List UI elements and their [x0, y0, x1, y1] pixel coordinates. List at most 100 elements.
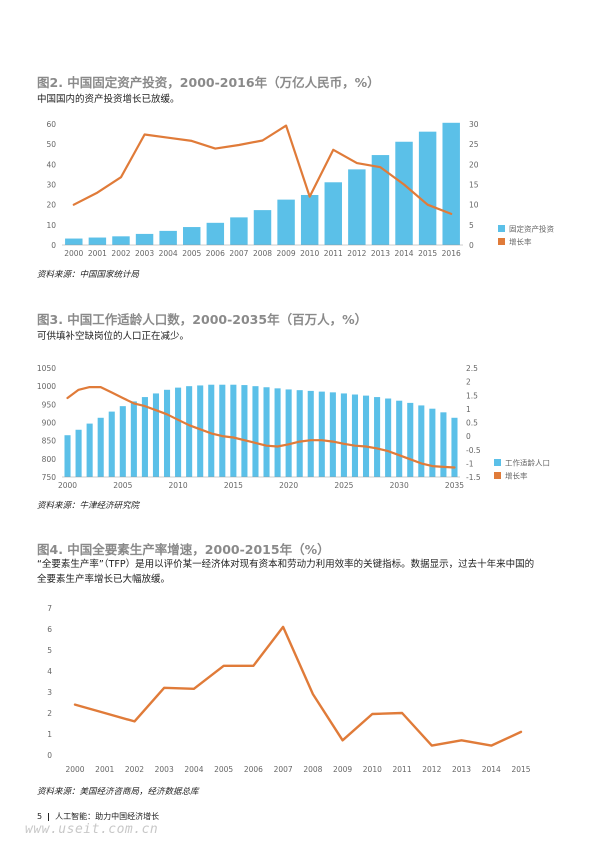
bar — [112, 236, 130, 245]
legend-swatch-line — [498, 238, 505, 245]
chart4-subtitle-line1: “全要素生产率”（TFP）是用以评价某一经济体对现有资本和劳动力利用效率的关键指… — [37, 559, 535, 570]
bar — [418, 131, 437, 245]
y-right-tick-label: 0 — [469, 241, 474, 250]
chart3-source: 资料来源：牛津经济研究院 — [37, 501, 140, 511]
x-tick-label: 2013 — [371, 249, 390, 258]
y-right-tick-label: 2.5 — [466, 364, 478, 373]
y-left-tick-label: 750 — [42, 473, 57, 482]
bar — [442, 122, 460, 245]
y-right-tick-label: 2 — [466, 378, 471, 387]
x-tick-label: 2002 — [111, 249, 130, 258]
y-left-tick-label: 900 — [42, 419, 57, 428]
bar — [371, 155, 390, 245]
bar — [296, 390, 303, 477]
chart3-title: 图3. 中国工作适龄人口数，2000-2035年（百万人，%） — [37, 312, 368, 327]
x-tick-label: 2001 — [88, 249, 107, 258]
x-tick-label: 2030 — [390, 481, 409, 490]
bar — [274, 388, 281, 477]
x-tick-label: 2020 — [279, 481, 298, 490]
page-footer: 5 人工智能：助力中国经济增长 — [37, 811, 159, 822]
bar — [230, 384, 237, 477]
x-tick-label: 2006 — [244, 765, 263, 774]
growth-rate-line — [66, 385, 456, 469]
x-tick-label: 2010 — [363, 765, 382, 774]
x-tick-label: 2000 — [58, 481, 77, 490]
bar — [163, 389, 171, 477]
y-tick-label: 5 — [47, 646, 52, 655]
x-tick-label: 2012 — [347, 249, 366, 258]
y-left-tick-label: 50 — [46, 140, 56, 149]
x-tick-label: 2014 — [482, 765, 501, 774]
bar — [135, 233, 154, 245]
bar — [300, 194, 319, 245]
bar — [186, 386, 193, 477]
y-left-tick-label: 850 — [42, 437, 57, 446]
x-tick-label: 2008 — [253, 249, 272, 258]
legend-label-line: 增长率 — [509, 237, 532, 247]
growth-rate-line — [72, 124, 453, 216]
bar — [329, 392, 336, 477]
legend-swatch-bars — [494, 459, 501, 466]
chart2-title: 图2. 中国固定资产投资，2000-2016年（万亿人民币，%） — [37, 75, 380, 90]
bar — [97, 417, 104, 477]
bar — [418, 405, 425, 477]
footer-divider — [48, 812, 50, 821]
bar — [206, 222, 225, 245]
bar — [407, 402, 414, 477]
y-right-tick-label: 5 — [469, 221, 474, 230]
x-tick-label: 2013 — [452, 765, 471, 774]
x-tick-label: 2015 — [418, 249, 437, 258]
bar — [108, 411, 115, 477]
bar — [252, 386, 259, 477]
y-right-tick-label: -0.5 — [466, 446, 481, 455]
bar — [277, 199, 295, 245]
footer-title: 人工智能：助力中国经济增长 — [55, 812, 160, 821]
x-tick-label: 2007 — [274, 765, 293, 774]
y-left-tick-label: 40 — [46, 160, 56, 169]
x-tick-label: 2011 — [393, 765, 412, 774]
chart2-source: 资料来源：中国国家统计局 — [37, 270, 140, 280]
y-right-tick-label: 0.5 — [466, 419, 478, 428]
chart3-plot: 750 800 850 900 950 1000 1050 -1.5 -1 -0.5 0 0.5 1 1.… — [37, 364, 550, 490]
bar — [451, 417, 458, 477]
x-tick-label: 2004 — [159, 249, 178, 258]
chart4-title: 图4. 中国全要素生产率增速，2000-2015年（%） — [37, 542, 330, 557]
y-left-tick-label: 950 — [42, 400, 57, 409]
y-right-tick-label: 0 — [466, 432, 471, 441]
bar — [324, 182, 342, 245]
y-left-tick-label: 1050 — [37, 364, 56, 373]
chart4-source: 资料来源：美国经济咨商局，经济数据总库 — [37, 787, 199, 797]
y-left-tick-label: 1000 — [37, 382, 56, 391]
x-tick-label: 2003 — [135, 249, 154, 258]
x-tick-label: 2012 — [422, 765, 441, 774]
bar — [374, 397, 381, 477]
page-number: 5 — [37, 812, 43, 821]
bar — [86, 423, 93, 477]
x-tick-label: 2010 — [169, 481, 188, 490]
y-tick-label: 7 — [47, 604, 52, 613]
legend-swatch-line — [494, 472, 501, 479]
bar — [88, 237, 107, 245]
x-tick-label: 2005 — [214, 765, 233, 774]
x-tick-label: 2015 — [511, 765, 530, 774]
bar — [219, 384, 226, 477]
bar — [75, 429, 82, 477]
y-right-tick-label: -1 — [466, 459, 474, 468]
bar — [241, 385, 248, 477]
x-tick-label: 2005 — [113, 481, 132, 490]
x-tick-label: 2007 — [229, 249, 248, 258]
y-left-tick-label: 30 — [46, 181, 56, 190]
x-tick-label: 2001 — [95, 765, 114, 774]
x-tick-label: 2002 — [125, 765, 144, 774]
bar — [159, 230, 177, 245]
x-tick-label: 2014 — [394, 249, 413, 258]
x-tick-label: 2000 — [64, 249, 83, 258]
bar — [348, 169, 366, 245]
bar — [175, 387, 182, 477]
bar — [307, 390, 314, 477]
bar — [263, 387, 270, 477]
chart2-plot: 0 10 20 30 40 50 60 0 5 10 15 20 25 30 2000 2001 2002 200… — [46, 120, 554, 258]
y-right-tick-label: 10 — [469, 201, 479, 210]
bar — [119, 406, 126, 477]
bar — [395, 141, 413, 245]
